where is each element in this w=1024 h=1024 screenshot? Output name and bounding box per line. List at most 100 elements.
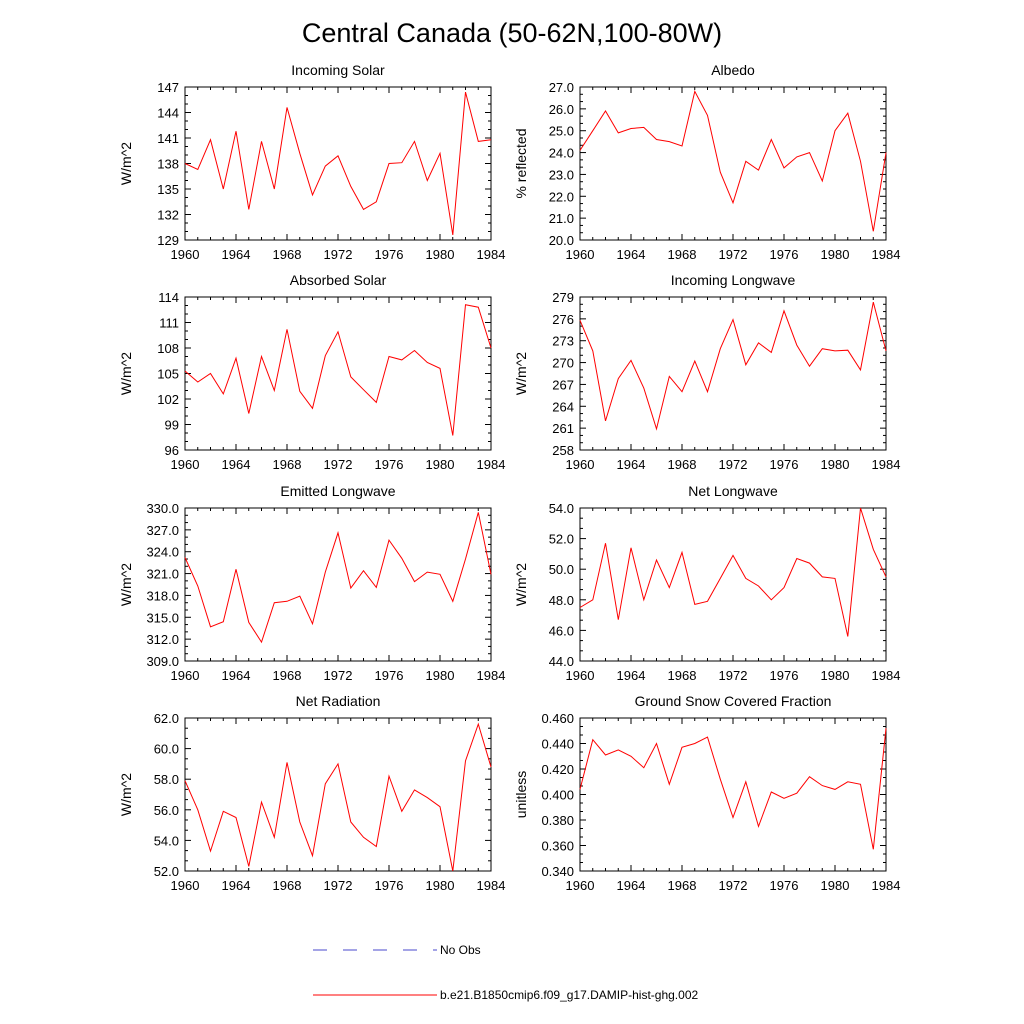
x-tick-label: 1968 (273, 668, 302, 683)
y-tick-label: 111 (159, 316, 179, 331)
x-tick-label: 1972 (324, 878, 353, 893)
x-tick-label: 1976 (375, 457, 404, 472)
series-line (579, 507, 887, 637)
y-tick-label: 22.0 (549, 189, 574, 204)
y-tick-label: 0.420 (541, 762, 574, 777)
series-line (184, 304, 492, 436)
series-line (579, 301, 887, 431)
y-tick-label: 114 (158, 290, 179, 305)
y-tick-label: 0.380 (541, 813, 574, 828)
y-tick-label: 129 (157, 233, 179, 248)
y-axis-label: W/m^2 (118, 352, 134, 395)
panel-title: Net Radiation (296, 693, 381, 709)
x-tick-label: 1984 (872, 878, 901, 893)
x-tick-label: 1984 (477, 457, 506, 472)
x-tick-label: 1960 (171, 247, 200, 262)
x-tick-label: 1964 (222, 878, 251, 893)
panel-ground-snow-covered-fraction: 1960 1964 1968 1972 1976 1980 1984 0.340 0.360 0.… (513, 693, 900, 893)
y-tick-label: 279 (552, 290, 574, 305)
y-tick-label: 44.0 (549, 654, 574, 669)
y-axis-label: % reflected (513, 128, 529, 198)
panel-net-radiation: 1960 1964 1968 1972 1976 1980 1984 52.0 54.0 56.0… (118, 693, 505, 893)
plot-frame (579, 86, 887, 241)
x-tick-label: 1964 (222, 247, 251, 262)
y-tick-label: 267 (552, 377, 574, 392)
y-tick-label: 0.440 (541, 737, 574, 752)
y-tick-label: 144 (157, 106, 179, 121)
y-axis-label: W/m^2 (513, 563, 529, 606)
y-tick-label: 27.0 (549, 80, 574, 95)
y-tick-label: 102 (157, 392, 179, 407)
panel-title: Albedo (711, 62, 755, 78)
y-tick-label: 132 (157, 208, 179, 223)
x-tick-label: 1960 (171, 668, 200, 683)
panel-title: Incoming Longwave (671, 272, 796, 288)
x-tick-label: 1964 (222, 457, 251, 472)
y-tick-label: 99 (165, 418, 179, 433)
x-tick-label: 1968 (668, 878, 697, 893)
y-tick-label: 23.0 (549, 167, 574, 182)
x-tick-label: 1984 (872, 668, 901, 683)
y-tick-label: 147 (157, 80, 179, 95)
x-tick-label: 1968 (273, 247, 302, 262)
y-tick-label: 264 (552, 399, 574, 414)
y-axis-label: W/m^2 (118, 142, 134, 185)
x-tick-label: 1976 (375, 668, 404, 683)
x-tick-label: 1960 (566, 247, 595, 262)
x-tick-label: 1964 (222, 668, 251, 683)
panel-title: Incoming Solar (291, 62, 385, 78)
x-tick-label: 1972 (719, 878, 748, 893)
legend-label-no-obs: No Obs (440, 943, 481, 957)
panel-title: Net Longwave (688, 483, 778, 499)
y-tick-label: 324.0 (146, 545, 179, 560)
x-tick-label: 1980 (821, 247, 850, 262)
y-tick-label: 327.0 (146, 523, 179, 538)
y-tick-label: 25.0 (549, 124, 574, 139)
panel-absorbed-solar: 1960 1964 1968 1972 1976 1980 1984 96 99 102 105 10… (118, 272, 505, 472)
y-tick-label: 108 (157, 341, 179, 356)
x-tick-label: 1968 (668, 247, 697, 262)
y-tick-label: 62.0 (154, 711, 179, 726)
x-tick-label: 1960 (566, 457, 595, 472)
y-tick-label: 54.0 (549, 501, 574, 516)
x-tick-label: 1972 (719, 668, 748, 683)
y-tick-label: 52.0 (549, 532, 574, 547)
y-tick-label: 26.0 (549, 102, 574, 117)
x-tick-label: 1964 (617, 668, 646, 683)
y-tick-label: 141 (157, 131, 179, 146)
x-tick-label: 1968 (273, 457, 302, 472)
y-tick-label: 261 (552, 421, 574, 436)
x-tick-label: 1984 (477, 878, 506, 893)
x-tick-label: 1984 (477, 668, 506, 683)
series-line (184, 91, 492, 235)
x-tick-label: 1960 (171, 457, 200, 472)
x-tick-label: 1980 (821, 878, 850, 893)
y-tick-label: 56.0 (154, 803, 179, 818)
x-tick-label: 1976 (770, 457, 799, 472)
y-tick-label: 52.0 (154, 864, 179, 879)
y-tick-label: 24.0 (549, 146, 574, 161)
x-tick-label: 1980 (821, 457, 850, 472)
y-tick-label: 46.0 (549, 623, 574, 638)
panel-title: Emitted Longwave (280, 483, 395, 499)
x-tick-label: 1972 (719, 457, 748, 472)
x-tick-label: 1968 (668, 457, 697, 472)
y-tick-label: 330.0 (146, 501, 179, 516)
panels: 1960 1964 1968 1972 1976 1980 1984 129 132 135 138… (118, 62, 900, 893)
series-line (579, 89, 887, 232)
y-tick-label: 321.0 (146, 567, 179, 582)
panel-title: Ground Snow Covered Fraction (635, 693, 832, 709)
y-tick-label: 21.0 (549, 211, 574, 226)
x-tick-label: 1964 (617, 247, 646, 262)
x-tick-label: 1964 (617, 878, 646, 893)
x-tick-label: 1972 (324, 247, 353, 262)
y-axis-label: W/m^2 (118, 563, 134, 606)
y-tick-label: 48.0 (549, 593, 574, 608)
x-tick-label: 1976 (770, 878, 799, 893)
panel-incoming-longwave: 1960 1964 1968 1972 1976 1980 1984 258 261 264 267… (513, 272, 900, 472)
y-tick-label: 0.360 (541, 839, 574, 854)
x-tick-label: 1972 (719, 247, 748, 262)
x-tick-label: 1972 (324, 457, 353, 472)
y-tick-label: 312.0 (146, 632, 179, 647)
x-tick-label: 1976 (375, 247, 404, 262)
